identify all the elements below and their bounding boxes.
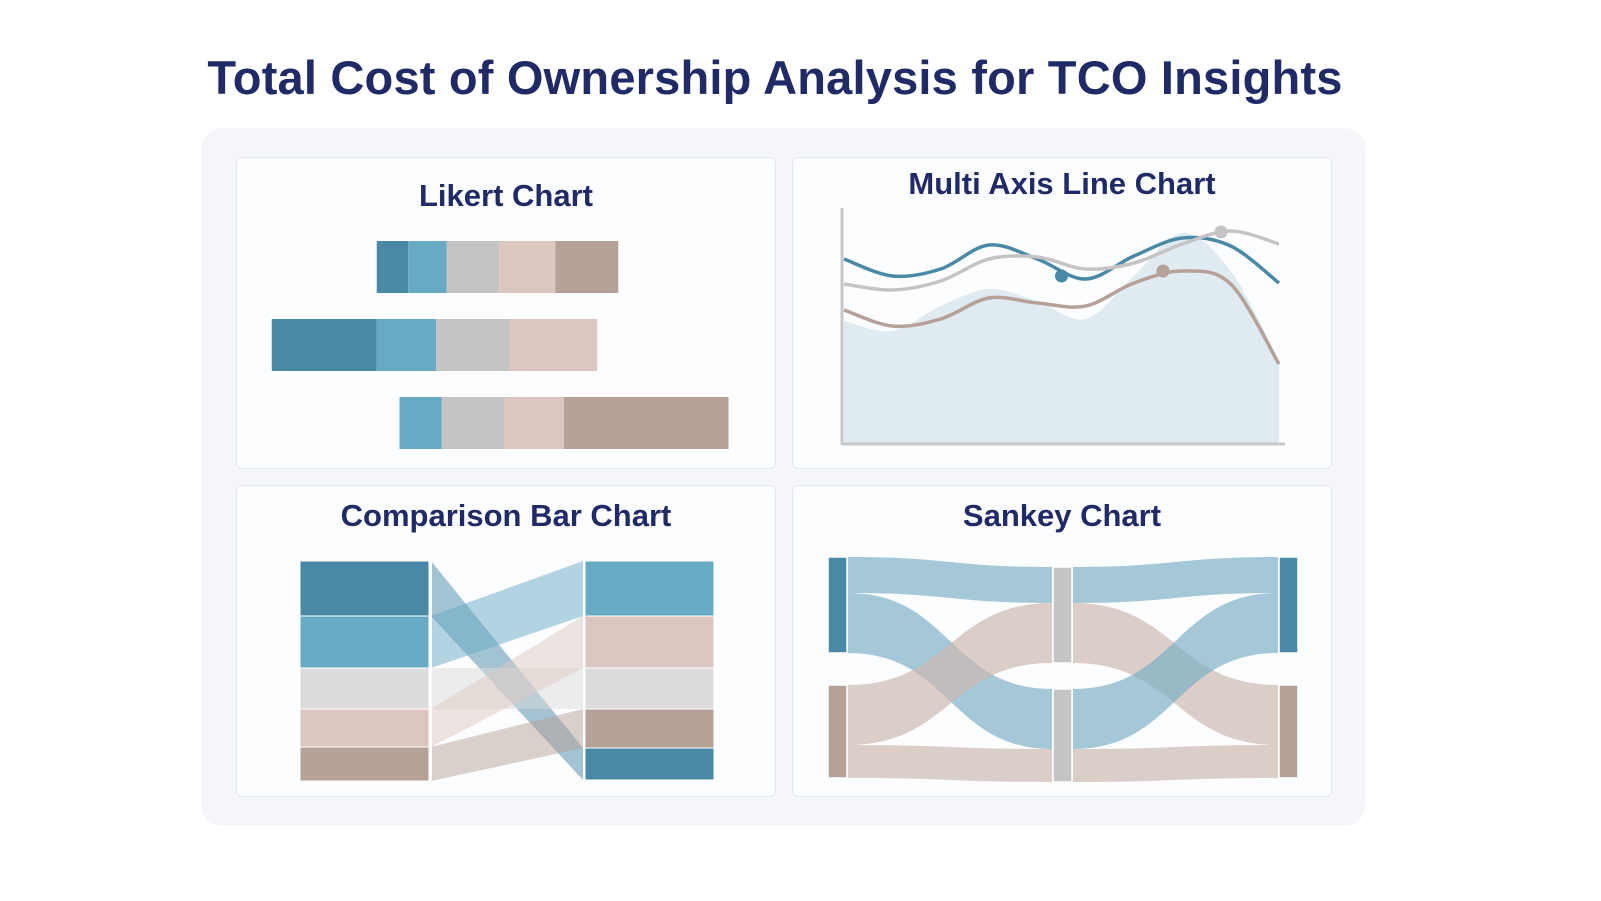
sankey-link xyxy=(848,557,1052,603)
likert-chart xyxy=(271,241,729,449)
sankey-link xyxy=(1073,557,1278,603)
likert-segment xyxy=(436,319,510,371)
comparison-bar-after xyxy=(584,560,715,617)
comparison-chart-title: Comparison Bar Chart xyxy=(340,498,672,533)
sankey-node xyxy=(827,684,848,779)
line-marker xyxy=(1214,225,1228,239)
comparison-bar-chart-card: Comparison Bar Chart xyxy=(236,485,776,797)
line-marker xyxy=(1156,264,1170,278)
area-series xyxy=(844,232,1279,444)
line-series xyxy=(843,229,1280,292)
line-series xyxy=(843,269,1281,365)
likert-segment xyxy=(376,319,437,371)
multi-axis-line-chart-card: Multi Axis Line Chart xyxy=(792,157,1332,469)
likert-segment xyxy=(555,241,619,293)
multi-axis-line-chart xyxy=(840,208,1285,446)
likert-segment xyxy=(271,319,377,371)
sankey-link xyxy=(848,745,1052,782)
line-marker xyxy=(1055,269,1068,283)
sankey-link xyxy=(848,603,1052,745)
likert-segment xyxy=(564,397,729,449)
likert-segment xyxy=(376,241,409,293)
comparison-bar-chart xyxy=(299,560,715,782)
sankey-node xyxy=(1052,688,1073,783)
likert-segment xyxy=(509,319,598,371)
comparison-bar-before xyxy=(299,708,430,748)
sankey-chart-card: Sankey Chart xyxy=(792,485,1332,797)
comparison-bar-after xyxy=(584,747,715,781)
line-chart-title: Multi Axis Line Chart xyxy=(908,166,1216,201)
comparison-bar-before xyxy=(299,667,430,710)
sankey-node xyxy=(1278,684,1299,779)
sankey-node xyxy=(827,556,848,654)
sankey-chart-title: Sankey Chart xyxy=(962,498,1162,533)
sankey-link xyxy=(1073,593,1278,749)
comparison-bar-before xyxy=(299,746,430,782)
likert-chart-title: Likert Chart xyxy=(419,178,593,213)
comparison-link xyxy=(431,709,583,781)
likert-chart-card: Likert Chart xyxy=(236,157,776,469)
comparison-link xyxy=(431,616,583,747)
likert-segment xyxy=(504,397,564,449)
likert-segment xyxy=(408,241,447,293)
sankey-node xyxy=(1052,566,1073,664)
comparison-bar-before xyxy=(299,560,430,617)
sankey-chart xyxy=(827,556,1299,783)
comparison-bar-before xyxy=(299,615,430,669)
comparison-bar-after xyxy=(584,615,715,669)
comparison-link xyxy=(431,561,583,668)
sankey-link xyxy=(1073,745,1278,782)
likert-segment xyxy=(441,397,505,449)
likert-segment xyxy=(399,397,442,449)
sankey-node xyxy=(1278,556,1299,654)
page-title: Total Cost of Ownership Analysis for TCO… xyxy=(207,51,1343,104)
likert-segment xyxy=(499,241,556,293)
comparison-bar-after xyxy=(584,708,715,749)
comparison-bar-after xyxy=(584,667,715,710)
likert-segment xyxy=(446,241,500,293)
